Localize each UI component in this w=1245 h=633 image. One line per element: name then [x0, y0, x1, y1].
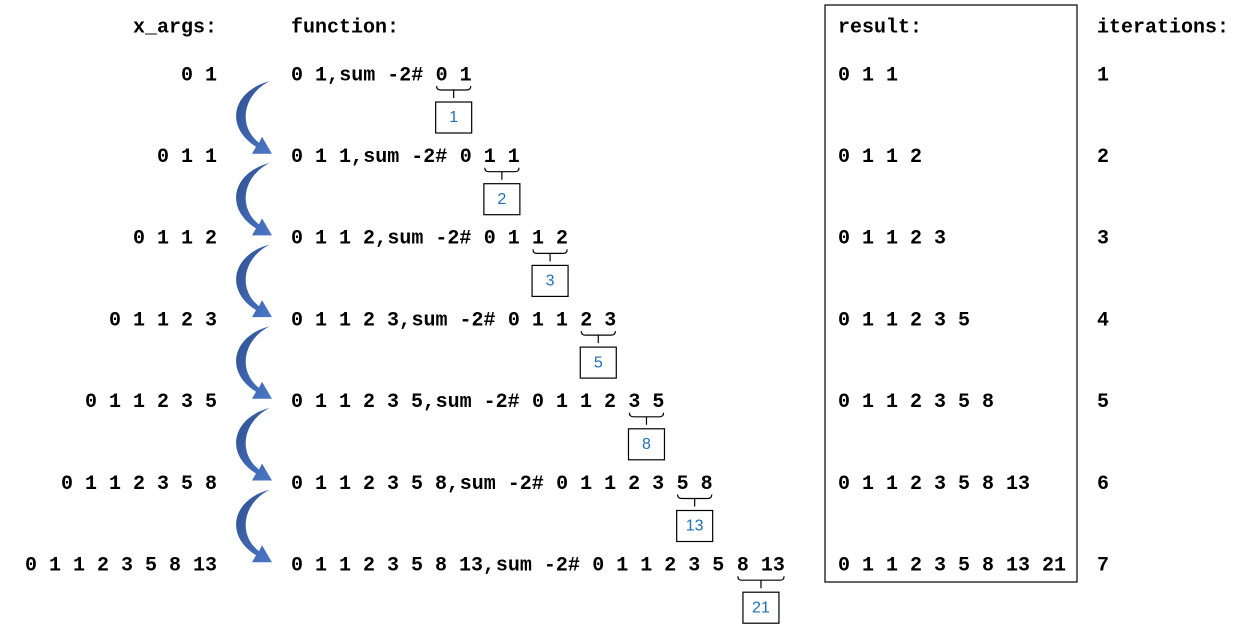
brace — [532, 249, 568, 262]
flow-arrow — [236, 326, 272, 399]
function-verb: sum -2# — [387, 228, 471, 251]
sum-value: 5 — [594, 354, 603, 371]
sum-box — [676, 509, 714, 543]
sum-box — [627, 428, 666, 461]
x-args: 0 1 1 2 — [133, 228, 217, 251]
x-args: 0 1 1 2 3 5 8 — [61, 473, 217, 496]
function-kept: 0 1 — [484, 228, 520, 251]
function-pair: 3 5 — [628, 391, 664, 414]
x-args: 0 1 1 2 3 — [109, 309, 217, 332]
brace — [484, 167, 520, 180]
iteration: 4 — [1097, 309, 1109, 332]
sum-box — [483, 183, 521, 216]
function-verb: sum -2# — [339, 64, 423, 87]
function-verb: sum -2# — [436, 391, 520, 414]
function-pair: 2 3 — [580, 309, 616, 332]
result: 0 1 1 — [838, 64, 898, 87]
function-pair: 1 1 — [484, 146, 520, 169]
function-args: 0 1 1 2 3 5 8 13, — [291, 554, 495, 577]
sum-value: 8 — [642, 436, 651, 453]
function-args: 0 1, — [291, 64, 339, 87]
iteration: 7 — [1097, 554, 1109, 577]
iteration: 6 — [1097, 473, 1109, 496]
brace — [628, 412, 665, 425]
header-x-args: x_args: — [133, 16, 217, 39]
iteration: 1 — [1097, 64, 1109, 87]
function-pair: 5 8 — [677, 473, 713, 496]
function-pair: 1 2 — [532, 228, 568, 251]
function-verb: sum -2# — [412, 309, 496, 332]
function-args: 0 1 1 2, — [291, 228, 387, 251]
sum-value: 13 — [686, 518, 704, 535]
sum-value: 21 — [752, 599, 770, 616]
brace — [580, 331, 616, 344]
result: 0 1 1 2 3 — [838, 228, 946, 251]
flow-arrow — [236, 407, 272, 481]
function-pair: 8 13 — [737, 554, 785, 577]
sum-value: 2 — [497, 191, 506, 208]
function-args: 0 1 1 2 3 5 8, — [291, 473, 459, 496]
function-verb: sum -2# — [460, 473, 544, 496]
function-verb: sum -2# — [363, 146, 447, 169]
header-iterations: iterations: — [1097, 16, 1229, 39]
result: 0 1 1 2 3 5 8 13 — [838, 473, 1030, 496]
iteration: 5 — [1097, 391, 1109, 414]
function-kept: 0 1 1 2 3 5 — [592, 554, 724, 577]
iteration: 2 — [1097, 146, 1109, 169]
sum-box — [742, 591, 780, 624]
result: 0 1 1 2 3 5 8 13 21 — [838, 554, 1066, 577]
function-args: 0 1 1 2 3, — [291, 309, 411, 332]
function-kept: 0 1 1 2 3 — [556, 473, 664, 496]
x-args: 0 1 1 2 3 5 8 13 — [25, 554, 217, 577]
header-function: function: — [291, 16, 399, 39]
flow-arrow — [236, 244, 272, 318]
sum-value: 3 — [546, 273, 555, 290]
x-args: 0 1 1 — [157, 146, 217, 169]
result: 0 1 1 2 — [838, 146, 922, 169]
x-args: 0 1 1 2 3 5 — [85, 391, 217, 414]
result: 0 1 1 2 3 5 — [838, 309, 970, 332]
function-verb: sum -2# — [496, 554, 580, 577]
brace — [737, 576, 785, 589]
flow-arrow — [236, 81, 272, 154]
sum-value: 1 — [449, 109, 458, 126]
function-args: 0 1 1 2 3 5, — [291, 391, 435, 414]
result-frame — [824, 4, 1078, 583]
sum-box — [579, 346, 617, 379]
result: 0 1 1 2 3 5 8 — [838, 391, 994, 414]
function-kept: 0 — [460, 146, 472, 169]
x-args: 0 1 — [181, 64, 217, 87]
function-kept: 0 1 1 2 — [532, 391, 616, 414]
function-args: 0 1 1, — [291, 146, 363, 169]
header-result: result: — [838, 16, 922, 39]
flow-arrow — [236, 489, 272, 563]
sum-box — [435, 101, 473, 134]
brace — [436, 85, 472, 98]
flow-arrow — [236, 162, 272, 236]
function-pair: 0 1 — [436, 64, 472, 87]
brace — [677, 494, 713, 507]
iteration: 3 — [1097, 228, 1109, 251]
sum-box — [531, 264, 569, 297]
function-kept: 0 1 1 — [508, 309, 568, 332]
